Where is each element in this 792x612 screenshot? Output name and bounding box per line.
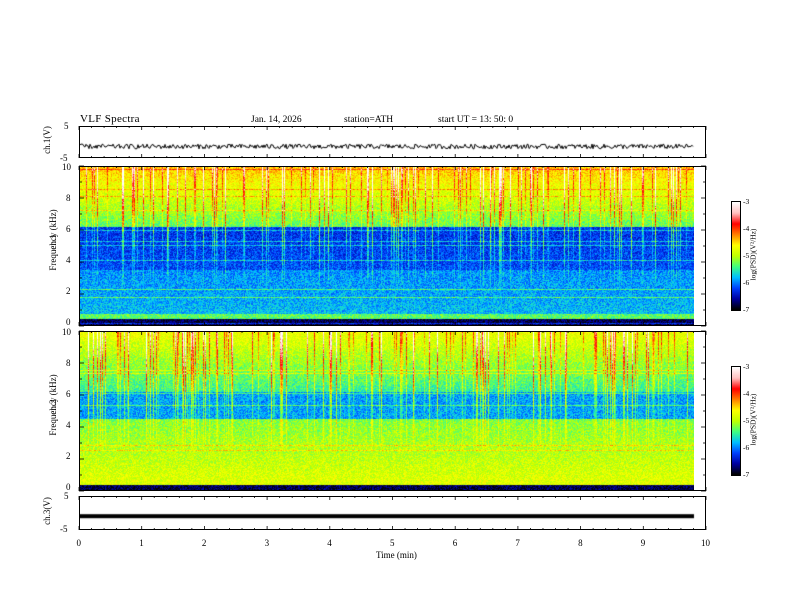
ch3-waveform-plot	[80, 497, 705, 529]
x-tick-label-3: 3	[264, 538, 270, 548]
ch3-ytick-bottom: -5	[60, 524, 68, 534]
x-tick-label-6: 6	[452, 538, 458, 548]
ch2-spectrogram-heatmap	[80, 332, 694, 490]
ch1-colorbar	[731, 201, 741, 311]
ch2-cbar-tick-7: -7	[743, 470, 750, 479]
ch1-ytick-bottom: -5	[60, 153, 68, 163]
ch1-spec-ytick-2: 2	[66, 286, 71, 296]
ch1-spectrogram-heatmap	[80, 167, 694, 325]
ch1-spectrogram-panel	[79, 166, 706, 326]
ch3-waveform-ylabel: ch.3(V)	[42, 497, 52, 525]
ch2-cbar-tick-4: -4	[743, 389, 750, 398]
ch1-colorbar-label: log(PSD)(V²/Hz)	[748, 228, 758, 281]
ch1-cbar-tick-6: -6	[743, 278, 750, 287]
ch2-spec-ylabel-line2: Frequency (kHz)	[48, 374, 58, 436]
chart-title: VLF Spectra	[80, 113, 140, 125]
ch1-spec-ytick-10: 10	[62, 162, 71, 172]
x-axis-label: Time (min)	[376, 550, 417, 560]
x-tick-label-10: 10	[701, 538, 710, 548]
ch3-waveform-panel	[79, 496, 706, 530]
ch1-cbar-tick-3: -3	[743, 197, 750, 206]
station-label: station=ATH	[344, 115, 394, 125]
ch2-spec-ytick-10: 10	[62, 327, 71, 337]
ch2-cbar-tick-6: -6	[743, 443, 750, 452]
ch1-spec-ytick-6: 6	[66, 224, 71, 234]
ch1-cbar-tick-7: -7	[743, 305, 750, 314]
ch2-spec-ytick-0: 0	[66, 482, 71, 492]
ch2-spec-ytick-4: 4	[66, 420, 71, 430]
start-time-label: start UT = 13: 50: 0	[438, 115, 514, 125]
ch1-spec-ytick-8: 8	[66, 193, 71, 203]
ch1-cbar-tick-4: -4	[743, 224, 750, 233]
ch1-waveform-panel	[79, 126, 706, 158]
x-tick-label-5: 5	[390, 538, 395, 548]
ch3-ytick-top: 5	[64, 491, 69, 501]
ch2-spectrogram-panel	[79, 331, 706, 491]
ch2-colorbar	[731, 366, 741, 476]
x-tick-label-0: 0	[76, 538, 82, 548]
ch2-spec-ytick-2: 2	[66, 451, 71, 461]
x-tick-label-9: 9	[640, 538, 646, 548]
ch1-spec-ylabel-line2: Frequency (kHz)	[48, 209, 58, 271]
ch1-cbar-tick-5: -5	[743, 251, 750, 260]
ch1-spec-ytick-0: 0	[66, 317, 71, 327]
ch1-spec-ytick-4: 4	[66, 255, 71, 265]
ch2-cbar-tick-3: -3	[743, 362, 750, 371]
ch1-ytick-top: 5	[64, 121, 69, 131]
x-tick-label-2: 2	[201, 538, 207, 548]
x-tick-label-8: 8	[578, 538, 583, 548]
ch2-cbar-tick-5: -5	[743, 416, 750, 425]
ch1-waveform-ylabel: ch.1(V)	[42, 126, 52, 154]
ch1-waveform-plot	[80, 127, 705, 157]
ch2-spec-ytick-6: 6	[66, 389, 71, 399]
x-tick-label-4: 4	[327, 538, 332, 548]
x-tick-label-1: 1	[139, 538, 144, 548]
ch2-spec-ytick-8: 8	[66, 358, 71, 368]
ch2-colorbar-label: log(PSD)(V²/Hz)	[748, 393, 758, 446]
date-label: Jan. 14, 2026	[251, 115, 302, 125]
x-tick-label-7: 7	[515, 538, 520, 548]
